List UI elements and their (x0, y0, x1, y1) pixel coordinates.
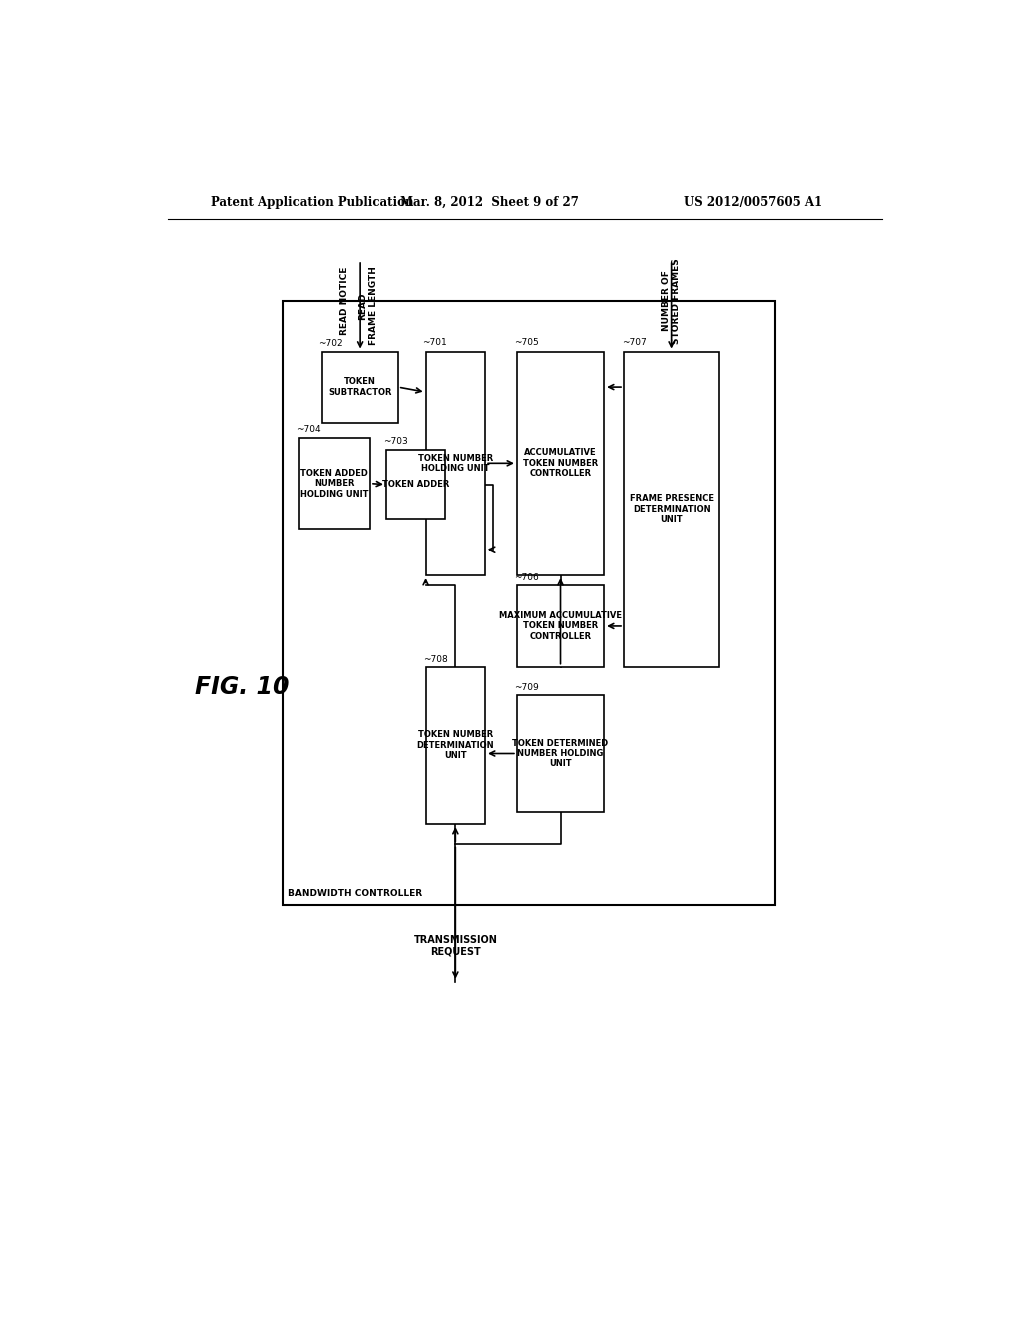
Bar (283, 301, 775, 906)
Bar (517, 351, 604, 576)
Text: TOKEN NUMBER
DETERMINATION
UNIT: TOKEN NUMBER DETERMINATION UNIT (417, 730, 495, 760)
Text: ~707: ~707 (622, 338, 646, 347)
Text: READ NOTICE: READ NOTICE (340, 267, 349, 335)
Text: ~701: ~701 (422, 338, 446, 347)
Text: TOKEN NUMBER
HOLDING UNIT: TOKEN NUMBER HOLDING UNIT (418, 454, 493, 473)
Bar (624, 351, 719, 667)
Bar (323, 351, 397, 422)
Text: Mar. 8, 2012  Sheet 9 of 27: Mar. 8, 2012 Sheet 9 of 27 (399, 195, 579, 209)
Text: MAXIMUM ACCUMULATIVE
TOKEN NUMBER
CONTROLLER: MAXIMUM ACCUMULATIVE TOKEN NUMBER CONTRO… (499, 611, 622, 640)
Bar (426, 667, 485, 824)
Text: TRANSMISSION
REQUEST: TRANSMISSION REQUEST (414, 936, 498, 957)
Text: READ
FRAME LENGTH: READ FRAME LENGTH (358, 267, 378, 346)
Bar (517, 585, 604, 667)
Text: TOKEN
SUBTRACTOR: TOKEN SUBTRACTOR (329, 378, 392, 397)
Text: TOKEN DETERMINED
NUMBER HOLDING
UNIT: TOKEN DETERMINED NUMBER HOLDING UNIT (512, 739, 608, 768)
Text: BANDWIDTH CONTROLLER: BANDWIDTH CONTROLLER (289, 890, 423, 899)
Text: TOKEN ADDED
NUMBER
HOLDING UNIT: TOKEN ADDED NUMBER HOLDING UNIT (300, 469, 369, 499)
Text: FRAME PRESENCE
DETERMINATION
UNIT: FRAME PRESENCE DETERMINATION UNIT (630, 494, 714, 524)
Text: NUMBER OF
STORED FRAMES: NUMBER OF STORED FRAMES (662, 257, 681, 343)
Text: ~706: ~706 (514, 573, 540, 582)
Text: ~705: ~705 (514, 338, 540, 347)
Text: US 2012/0057605 A1: US 2012/0057605 A1 (684, 195, 822, 209)
Bar (426, 351, 485, 576)
Bar (299, 438, 370, 529)
Text: Patent Application Publication: Patent Application Publication (211, 195, 414, 209)
Text: ~703: ~703 (384, 437, 409, 446)
Text: ~704: ~704 (296, 425, 321, 434)
Text: TOKEN ADDER: TOKEN ADDER (382, 480, 450, 490)
Text: ~709: ~709 (514, 682, 540, 692)
Bar (517, 696, 604, 812)
Text: ~708: ~708 (423, 655, 447, 664)
Text: FIG. 10: FIG. 10 (196, 675, 290, 698)
Text: ~702: ~702 (318, 339, 343, 348)
Bar (386, 450, 445, 519)
Text: ACCUMULATIVE
TOKEN NUMBER
CONTROLLER: ACCUMULATIVE TOKEN NUMBER CONTROLLER (523, 449, 598, 478)
